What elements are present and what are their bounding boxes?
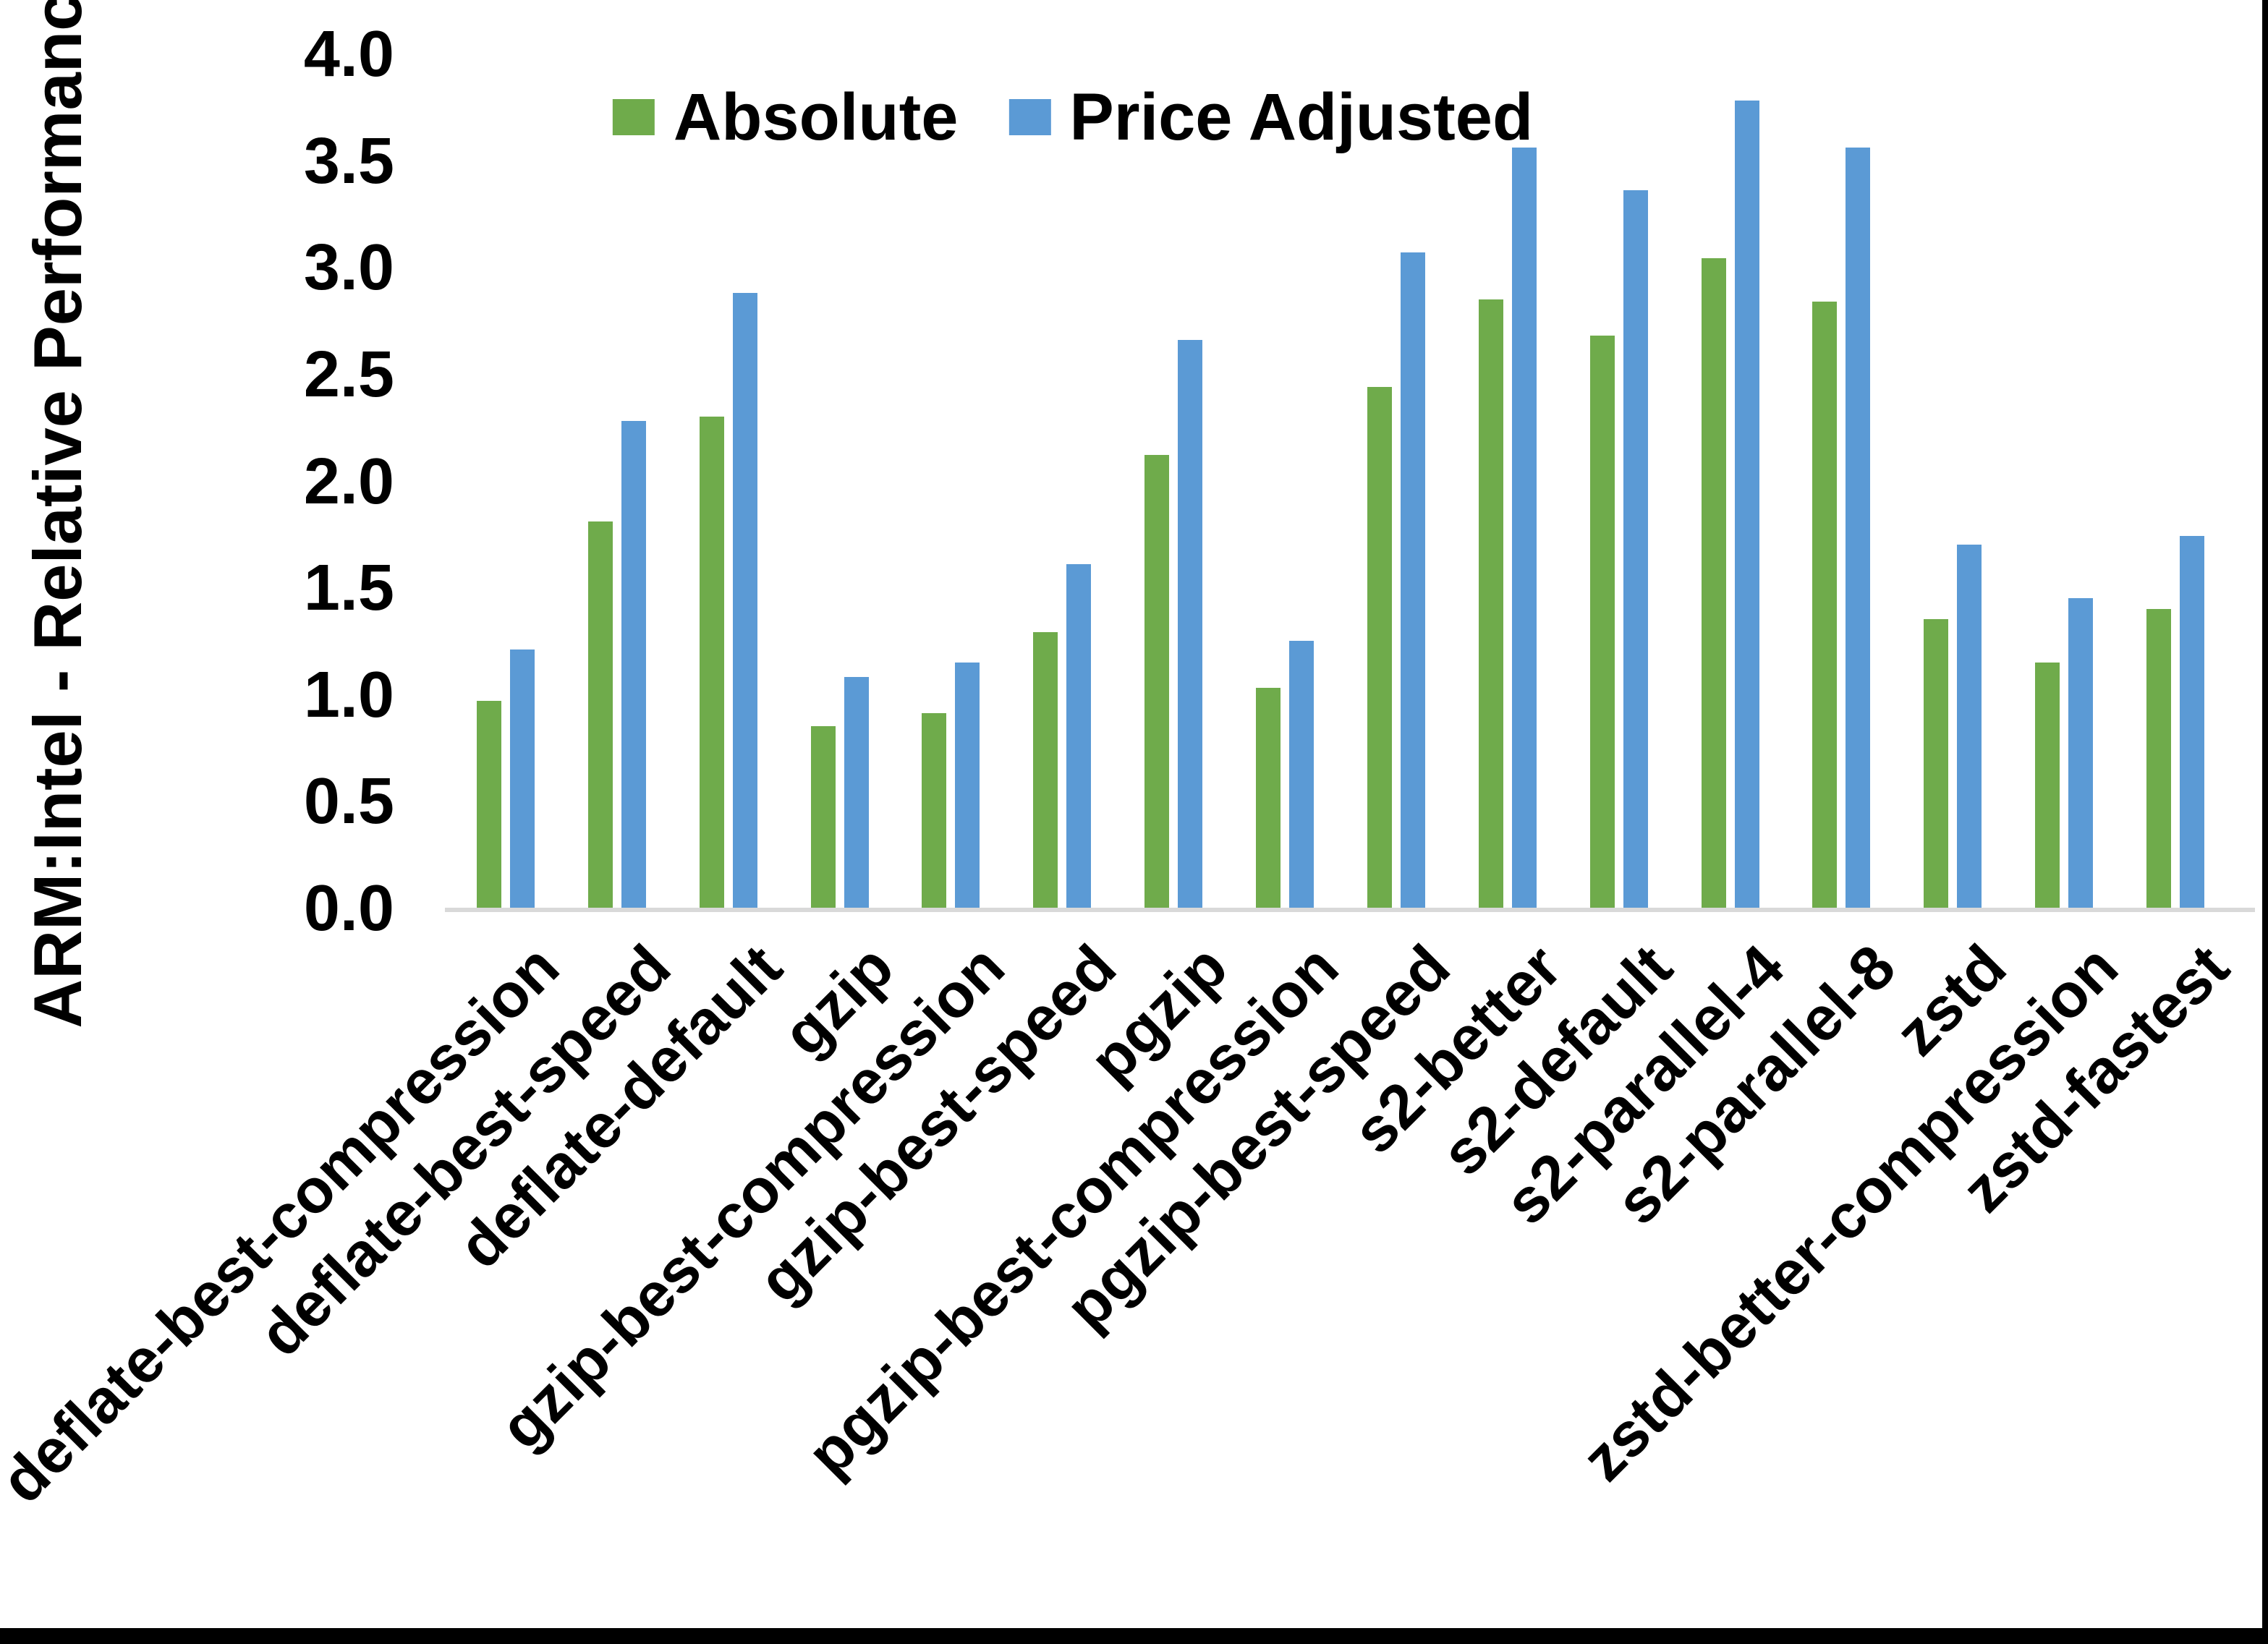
bar-absolute <box>1701 258 1726 910</box>
bar-price-adjusted <box>1957 545 1982 910</box>
y-tick-label: 0.0 <box>303 872 394 945</box>
y-axis-title: ARM:Intel - Relative Performance <box>20 0 95 1028</box>
plot-area <box>450 0 2231 910</box>
bar-absolute <box>922 713 947 910</box>
bar-price-adjusted <box>1846 148 1871 910</box>
y-tick-label: 1.5 <box>303 552 394 625</box>
legend-swatch-price-adjusted <box>1008 99 1051 135</box>
bar-price-adjusted <box>955 663 980 910</box>
legend-item-price-adjusted: Price Adjusted <box>1008 84 1533 150</box>
y-tick-label: 0.5 <box>303 765 394 838</box>
bar-absolute <box>2035 663 2060 910</box>
y-tick-label: 4.0 <box>303 18 394 91</box>
bar-price-adjusted <box>1623 190 1648 910</box>
y-tick-label: 2.5 <box>303 338 394 412</box>
right-border-bar <box>2262 0 2268 1644</box>
bar-price-adjusted <box>1066 564 1092 910</box>
bar-price-adjusted <box>621 421 646 910</box>
bar-absolute <box>1812 302 1838 910</box>
legend: Absolute Price Adjusted <box>612 80 1533 154</box>
bottom-border-bar <box>0 1628 2268 1644</box>
bar-price-adjusted <box>509 649 535 910</box>
bar-price-adjusted <box>1400 252 1425 910</box>
bar-absolute <box>1256 688 1281 910</box>
bar-absolute <box>476 701 501 910</box>
bar-absolute <box>810 726 836 910</box>
bar-price-adjusted <box>1289 641 1314 910</box>
legend-swatch-absolute <box>612 99 655 135</box>
legend-label-price-adjusted: Price Adjusted <box>1069 80 1534 154</box>
legend-label-absolute: Absolute <box>673 80 959 154</box>
bar-price-adjusted <box>732 293 757 910</box>
bar-absolute <box>1144 455 1170 910</box>
bar-price-adjusted <box>1511 148 1537 910</box>
bar-price-adjusted <box>844 677 869 910</box>
bar-absolute <box>1589 336 1615 910</box>
bar-absolute <box>1478 299 1503 910</box>
y-tick-label: 2.0 <box>303 445 394 518</box>
x-axis-line <box>445 908 2255 912</box>
bar-price-adjusted <box>2068 598 2094 910</box>
bar-absolute <box>699 417 724 910</box>
y-tick-label: 3.5 <box>303 124 394 197</box>
bar-absolute <box>1033 632 1058 910</box>
bar-absolute <box>1367 387 1392 910</box>
legend-item-absolute: Absolute <box>612 80 959 154</box>
bar-price-adjusted <box>2180 536 2205 910</box>
bar-price-adjusted <box>1734 101 1759 910</box>
bar-absolute <box>1924 619 1949 910</box>
y-tick-label: 3.0 <box>303 231 394 304</box>
y-tick-label: 1.0 <box>303 658 394 731</box>
bar-absolute <box>587 521 613 910</box>
bar-absolute <box>2146 609 2172 910</box>
bar-price-adjusted <box>1178 340 1203 910</box>
